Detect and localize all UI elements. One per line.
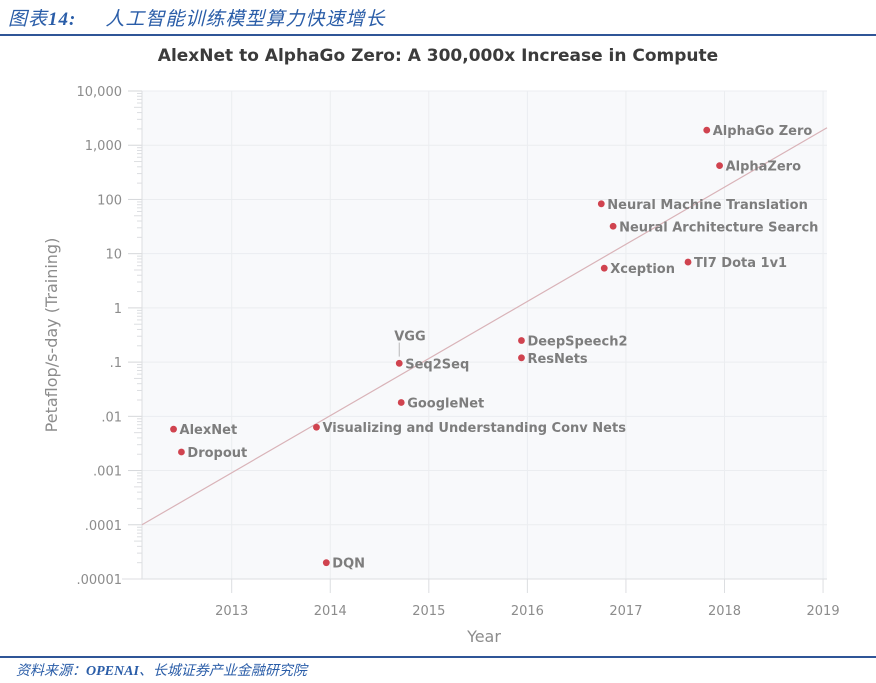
data-point: Dropout xyxy=(178,446,247,461)
plot-area xyxy=(142,91,827,579)
y-tick-label: 1 xyxy=(114,302,122,317)
point-label: AlphaZero xyxy=(726,160,802,175)
y-tick-label: .01 xyxy=(101,410,122,425)
point-marker xyxy=(397,399,405,406)
data-point: ResNets xyxy=(518,352,588,367)
point-label: Neural Architecture Search xyxy=(619,220,818,235)
point-marker xyxy=(609,222,617,230)
point-marker xyxy=(684,258,692,266)
point-marker xyxy=(178,448,185,456)
data-point: AlphaZero xyxy=(716,160,801,175)
header-rule xyxy=(0,34,876,36)
point-label: Seq2Seq xyxy=(405,357,469,372)
y-tick-label: 10 xyxy=(105,248,122,263)
x-tick-label: 2019 xyxy=(807,604,840,619)
y-tick-label: 100 xyxy=(97,193,122,208)
x-tick-label: 2017 xyxy=(609,604,642,619)
point-label: ResNets xyxy=(527,352,587,367)
point-marker xyxy=(703,126,711,134)
plot-background xyxy=(142,91,827,579)
point-marker xyxy=(322,559,330,567)
y-tick-label: .00001 xyxy=(77,573,123,588)
y-tick-label: 1,000 xyxy=(85,139,122,154)
point-label: AlexNet xyxy=(180,423,238,438)
y-axis-label: Petaflop/s-day (Training) xyxy=(42,238,61,433)
trend-line xyxy=(141,127,828,526)
gridlines xyxy=(142,90,827,580)
source-note: 资料来源：OPENAI、长城证券产业金融研究院 xyxy=(16,660,307,680)
figure-title-text: 人工智能训练模型算力快速增长 xyxy=(105,8,386,30)
point-label: VGG xyxy=(394,330,425,345)
data-point: Neural Machine Translation xyxy=(597,198,808,213)
y-tick-label: 10,000 xyxy=(77,85,123,100)
point-marker xyxy=(313,423,320,431)
x-tick-label: 2013 xyxy=(215,604,248,619)
point-marker xyxy=(597,200,605,208)
source-prefix: 资料来源： xyxy=(16,663,86,679)
axes: 10,000 1,000 100 10 1 .1 .01 .001 .0001 .00001 201… xyxy=(77,85,840,619)
y-tick-label: .001 xyxy=(93,465,122,480)
point-marker xyxy=(170,425,177,433)
footer-rule xyxy=(0,656,876,658)
source-org: OPENAI xyxy=(86,664,139,679)
data-point: Xception xyxy=(600,262,675,277)
point-label: GoogleNet xyxy=(407,396,484,411)
point-label: Neural Machine Translation xyxy=(607,198,808,213)
data-point: Neural Architecture Search xyxy=(609,220,818,235)
data-point: GoogleNet xyxy=(397,396,484,411)
figure-title: 图表14: 人工智能训练模型算力快速增长 xyxy=(8,4,385,31)
x-tick-label: 2015 xyxy=(412,604,445,619)
point-label: AlphaGo Zero xyxy=(713,124,813,139)
data-point: DQN xyxy=(322,557,365,572)
point-marker xyxy=(518,337,525,344)
point-marker xyxy=(395,359,403,367)
figure-prefix: 图表 xyxy=(8,8,49,30)
point-label: DQN xyxy=(332,557,365,572)
point-marker xyxy=(600,264,608,272)
point-label: TI7 Dota 1v1 xyxy=(694,256,787,271)
point-label: Dropout xyxy=(187,446,247,461)
x-tick-label: 2018 xyxy=(708,604,741,619)
point-label: Visualizing and Understanding Conv Nets xyxy=(322,421,626,436)
point-marker xyxy=(518,354,525,362)
point-marker xyxy=(716,162,723,170)
y-tick-label: .1 xyxy=(110,356,122,371)
data-point: Seq2Seq xyxy=(395,357,469,372)
data-points: AlexNet Dropout Visualizing and Understand… xyxy=(170,124,818,572)
x-tick-label: 2014 xyxy=(314,604,347,619)
data-point: DeepSpeech2 xyxy=(518,335,628,350)
data-point: VGG xyxy=(394,330,426,357)
data-point: TI7 Dota 1v1 xyxy=(684,256,787,271)
chart-title: AlexNet to AlphaGo Zero: A 300,000x Incr… xyxy=(157,46,719,66)
source-rest: 、长城证券产业金融研究院 xyxy=(138,663,307,679)
data-point: AlexNet xyxy=(170,423,237,438)
figure-number: 14: xyxy=(48,9,77,30)
data-point: Visualizing and Understanding Conv Nets xyxy=(313,421,626,436)
trend-line-segment xyxy=(141,127,828,526)
point-label: Xception xyxy=(610,262,675,277)
point-label: DeepSpeech2 xyxy=(527,335,627,350)
y-tick-label: .0001 xyxy=(85,519,122,534)
data-point: AlphaGo Zero xyxy=(703,124,812,139)
x-axis-label: Year xyxy=(466,627,501,646)
x-tick-label: 2016 xyxy=(511,604,544,619)
